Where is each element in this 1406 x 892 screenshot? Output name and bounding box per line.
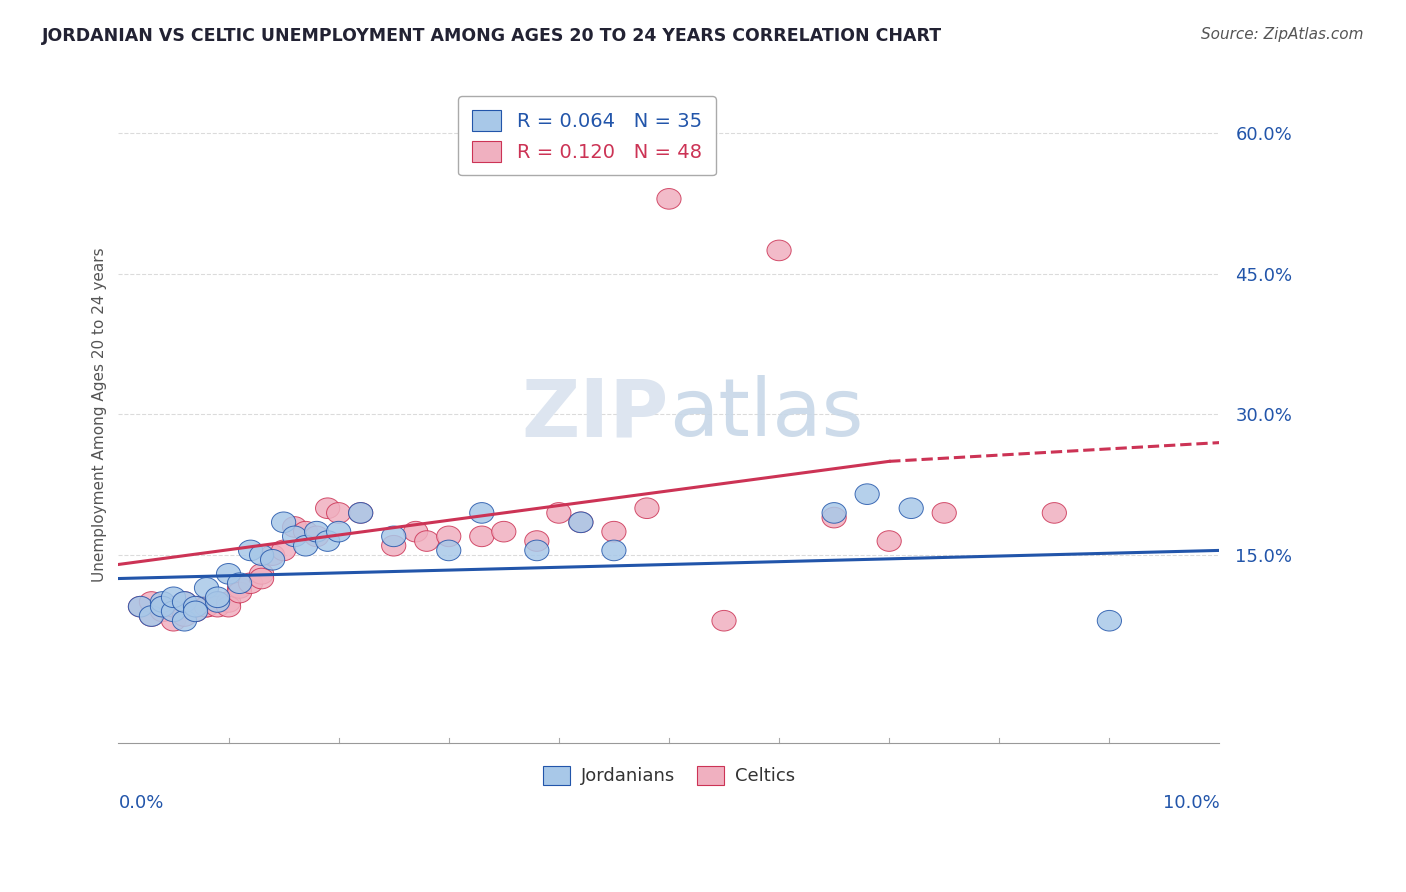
Ellipse shape	[524, 540, 548, 561]
Ellipse shape	[249, 545, 274, 566]
Ellipse shape	[271, 512, 295, 533]
Ellipse shape	[228, 578, 252, 599]
Ellipse shape	[150, 597, 174, 617]
Ellipse shape	[162, 601, 186, 622]
Ellipse shape	[194, 597, 219, 617]
Ellipse shape	[249, 568, 274, 589]
Text: 0.0%: 0.0%	[118, 794, 165, 812]
Ellipse shape	[183, 597, 208, 617]
Ellipse shape	[437, 526, 461, 547]
Ellipse shape	[205, 591, 229, 612]
Ellipse shape	[470, 502, 494, 524]
Ellipse shape	[766, 240, 792, 260]
Ellipse shape	[492, 521, 516, 542]
Ellipse shape	[173, 591, 197, 612]
Text: 10.0%: 10.0%	[1163, 794, 1219, 812]
Ellipse shape	[404, 521, 427, 542]
Ellipse shape	[437, 540, 461, 561]
Ellipse shape	[283, 516, 307, 537]
Ellipse shape	[1097, 610, 1122, 631]
Ellipse shape	[128, 597, 153, 617]
Ellipse shape	[205, 587, 229, 607]
Ellipse shape	[315, 531, 340, 551]
Ellipse shape	[657, 188, 681, 209]
Text: JORDANIAN VS CELTIC UNEMPLOYMENT AMONG AGES 20 TO 24 YEARS CORRELATION CHART: JORDANIAN VS CELTIC UNEMPLOYMENT AMONG A…	[42, 27, 942, 45]
Ellipse shape	[711, 610, 737, 631]
Ellipse shape	[205, 597, 229, 617]
Ellipse shape	[823, 502, 846, 524]
Ellipse shape	[349, 502, 373, 524]
Ellipse shape	[128, 597, 153, 617]
Ellipse shape	[139, 606, 163, 626]
Ellipse shape	[139, 591, 163, 612]
Ellipse shape	[602, 540, 626, 561]
Text: atlas: atlas	[669, 376, 863, 453]
Ellipse shape	[470, 526, 494, 547]
Ellipse shape	[932, 502, 956, 524]
Ellipse shape	[150, 601, 174, 622]
Ellipse shape	[823, 508, 846, 528]
Ellipse shape	[602, 521, 626, 542]
Ellipse shape	[173, 591, 197, 612]
Ellipse shape	[162, 610, 186, 631]
Ellipse shape	[205, 591, 229, 612]
Ellipse shape	[524, 531, 548, 551]
Text: ZIP: ZIP	[522, 376, 669, 453]
Text: Source: ZipAtlas.com: Source: ZipAtlas.com	[1201, 27, 1364, 42]
Ellipse shape	[239, 573, 263, 593]
Ellipse shape	[260, 545, 284, 566]
Ellipse shape	[349, 502, 373, 524]
Y-axis label: Unemployment Among Ages 20 to 24 years: Unemployment Among Ages 20 to 24 years	[93, 247, 107, 582]
Ellipse shape	[415, 531, 439, 551]
Ellipse shape	[249, 564, 274, 584]
Ellipse shape	[173, 606, 197, 626]
Ellipse shape	[194, 597, 219, 617]
Ellipse shape	[150, 597, 174, 617]
Ellipse shape	[855, 483, 879, 505]
Ellipse shape	[217, 597, 240, 617]
Ellipse shape	[898, 498, 924, 518]
Ellipse shape	[162, 587, 186, 607]
Ellipse shape	[294, 535, 318, 556]
Ellipse shape	[271, 540, 295, 561]
Ellipse shape	[194, 578, 219, 599]
Ellipse shape	[877, 531, 901, 551]
Ellipse shape	[547, 502, 571, 524]
Ellipse shape	[381, 526, 406, 547]
Ellipse shape	[173, 610, 197, 631]
Ellipse shape	[569, 512, 593, 533]
Ellipse shape	[183, 597, 208, 617]
Ellipse shape	[305, 521, 329, 542]
Ellipse shape	[569, 512, 593, 533]
Ellipse shape	[139, 606, 163, 626]
Ellipse shape	[283, 526, 307, 547]
Ellipse shape	[239, 540, 263, 561]
Ellipse shape	[1042, 502, 1066, 524]
Ellipse shape	[228, 573, 252, 593]
Ellipse shape	[315, 498, 340, 518]
Legend: Jordanians, Celtics: Jordanians, Celtics	[536, 758, 801, 793]
Ellipse shape	[260, 549, 284, 570]
Ellipse shape	[150, 591, 174, 612]
Ellipse shape	[381, 535, 406, 556]
Ellipse shape	[162, 597, 186, 617]
Ellipse shape	[228, 582, 252, 603]
Ellipse shape	[326, 502, 350, 524]
Ellipse shape	[294, 521, 318, 542]
Ellipse shape	[326, 521, 350, 542]
Ellipse shape	[305, 526, 329, 547]
Ellipse shape	[217, 564, 240, 584]
Ellipse shape	[217, 591, 240, 612]
Ellipse shape	[636, 498, 659, 518]
Ellipse shape	[183, 601, 208, 622]
Ellipse shape	[183, 601, 208, 622]
